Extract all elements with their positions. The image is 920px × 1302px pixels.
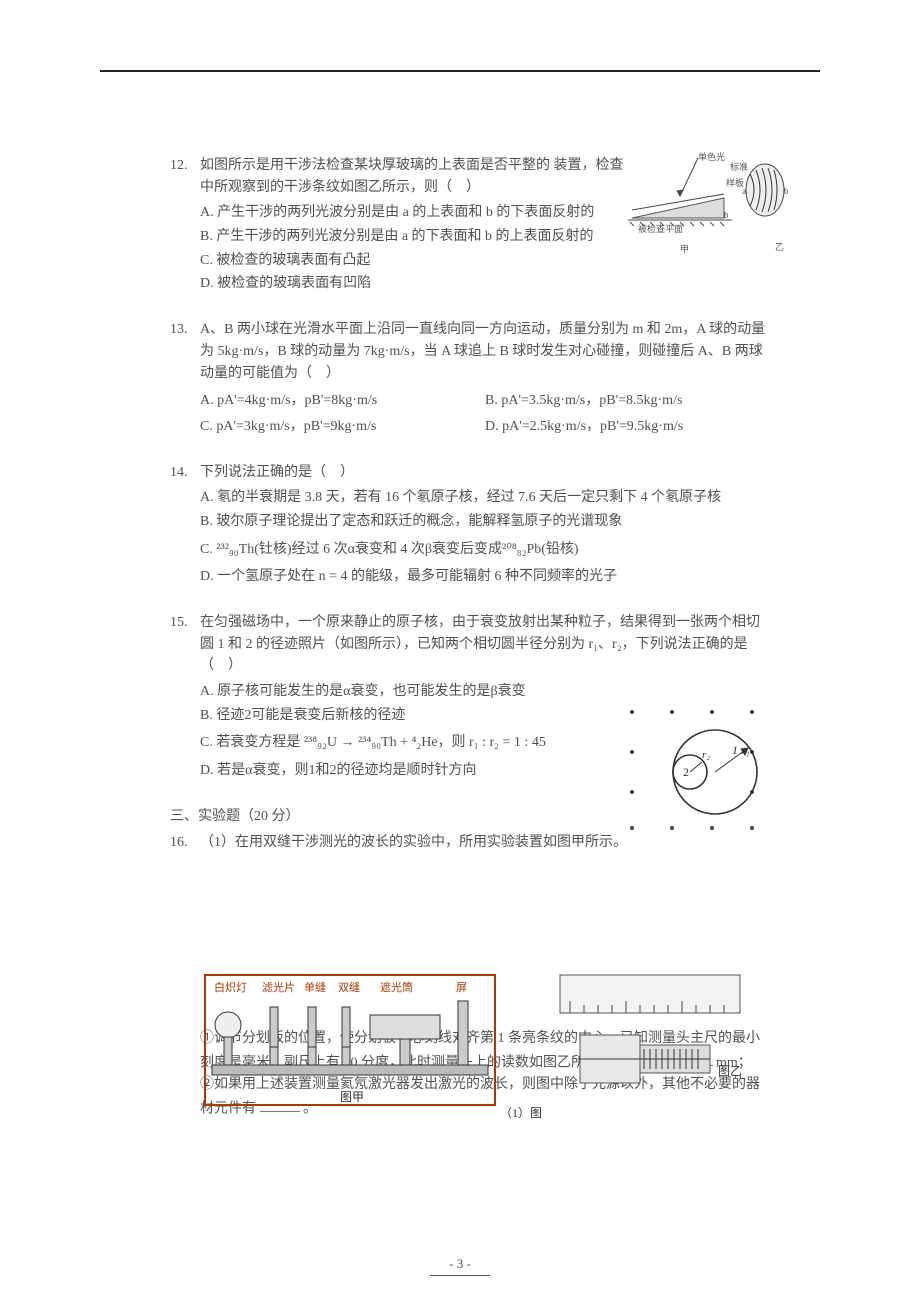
- q12-label-std: 标准: [730, 161, 748, 172]
- q14-opt-b: B. 玻尔原子理论提出了定态和跃迁的概念，能解释氢原子的光谱现象: [200, 511, 770, 533]
- q12-opt-b: B. 产生干涉的两列光波分别是由 a 的下表面和 b 的上表面反射的: [200, 226, 630, 248]
- q16-caption-left: 图甲: [340, 1090, 364, 1104]
- q12-opt-d: D. 被检查的玻璃表面有凹陷: [200, 273, 630, 295]
- q16-label-5: 屏: [456, 981, 467, 994]
- q15-opt-c: C. 若衰变方程是 ²³⁸₉₂U → ²³⁴₉₀Th + ⁴₂He，则 r₁ :…: [200, 732, 600, 754]
- q15-stem: 在匀强磁场中，一个原来静止的原子核，由于衰变放射出某种粒子，结果得到一张两个相切…: [200, 612, 760, 677]
- q12-label-surface: 被检查平面: [638, 223, 683, 234]
- q12-opt-c: C. 被检查的玻璃表面有凸起: [200, 250, 630, 272]
- q15-number: 15.: [170, 612, 200, 784]
- q13-opt-a: A. pA'=4kg·m/s，pB'=8kg·m/s: [200, 390, 485, 412]
- q12-stem: 如图所示是用干涉法检查某块厚玻璃的上表面是否平整的 装置，检查中所观察到的干涉条…: [200, 155, 630, 198]
- q12-label-b: b: [724, 210, 729, 220]
- q12-label-jia: 甲: [680, 244, 689, 254]
- top-rule: [100, 70, 820, 72]
- q12-number: 12.: [170, 155, 200, 297]
- q15-label-2: 2: [683, 765, 689, 779]
- q14-opt-a: A. 氡的半衰期是 3.8 天，若有 16 个氡原子核，经过 7.6 天后一定只…: [200, 487, 770, 509]
- q14-opt-c: C. ²³²₉₀Th(钍核)经过 6 次α衰变和 4 次β衰变后变成²⁰⁸₈₂P…: [200, 539, 770, 561]
- page-number: - 3 -: [449, 1256, 471, 1271]
- q14-stem: 下列说法正确的是（ ）: [200, 462, 770, 484]
- q15-label-r2: r₂: [702, 749, 710, 761]
- q16-label-1: 滤光片: [262, 980, 295, 994]
- q15-figure: 2 r₂ 1 r₁: [620, 700, 770, 845]
- q14-number: 14.: [170, 462, 200, 590]
- q12-label-yi: 乙: [775, 242, 784, 252]
- q14-opt-d: D. 一个氢原子处在 n = 4 的能级，最多可能辐射 6 种不同频率的光子: [200, 566, 770, 588]
- q13-opt-b: B. pA'=3.5kg·m/s，pB'=8.5kg·m/s: [485, 390, 770, 412]
- q15-opt-a: A. 原子核可能发生的是α衰变，也可能发生的是β衰变: [200, 681, 600, 703]
- q16-caption-mid: （1）图: [500, 1106, 542, 1120]
- q12-label-light: 单色光: [698, 151, 725, 162]
- q16-caption-right: 图乙: [718, 1064, 742, 1078]
- q13-stem: A、B 两小球在光滑水平面上沿同一直线向同一方向运动，质量分别为 m 和 2m，…: [200, 319, 770, 384]
- vernier-icon: 图乙: [560, 975, 742, 1083]
- optical-bench-icon: [212, 1001, 488, 1075]
- page-footer: - 3 -: [0, 1256, 920, 1276]
- svg-text:b: b: [784, 186, 789, 196]
- q13-number: 13.: [170, 319, 200, 439]
- question-13: 13. A、B 两小球在光滑水平面上沿同一直线向同一方向运动，质量分别为 m 和…: [170, 319, 770, 439]
- q16-number: 16.: [170, 832, 200, 1120]
- q16-label-3: 双缝: [338, 980, 360, 994]
- q16-label-2: 单缝: [304, 980, 326, 994]
- q12-fringe-icon: a b: [742, 164, 789, 216]
- q16-figure: 白炽灯 滤光片 单缝 双缝 遮光筒 屏: [200, 955, 760, 1130]
- q15-label-1: 1 r₁: [732, 743, 750, 757]
- q16-label-0: 白炽灯: [214, 980, 247, 994]
- footer-rule: [430, 1275, 490, 1276]
- svg-text:a: a: [742, 186, 746, 196]
- q13-opt-d: D. pA'=2.5kg·m/s，pB'=9.5kg·m/s: [485, 416, 770, 438]
- q12-figure: 单色光 标准 样板 a b 被检查平面 甲 乙: [620, 150, 790, 265]
- q16-label-4: 遮光筒: [380, 980, 413, 994]
- q13-opt-c: C. pA'=3kg·m/s，pB'=9kg·m/s: [200, 416, 485, 438]
- q15-opt-b: B. 径迹2可能是衰变后新核的径迹: [200, 705, 600, 727]
- q12-opt-a: A. 产生干涉的两列光波分别是由 a 的上表面和 b 的下表面反射的: [200, 202, 630, 224]
- question-14: 14. 下列说法正确的是（ ） A. 氡的半衰期是 3.8 天，若有 16 个氡…: [170, 462, 770, 590]
- q15-opt-d: D. 若是α衰变，则1和2的径迹均是顺时针方向: [200, 760, 600, 782]
